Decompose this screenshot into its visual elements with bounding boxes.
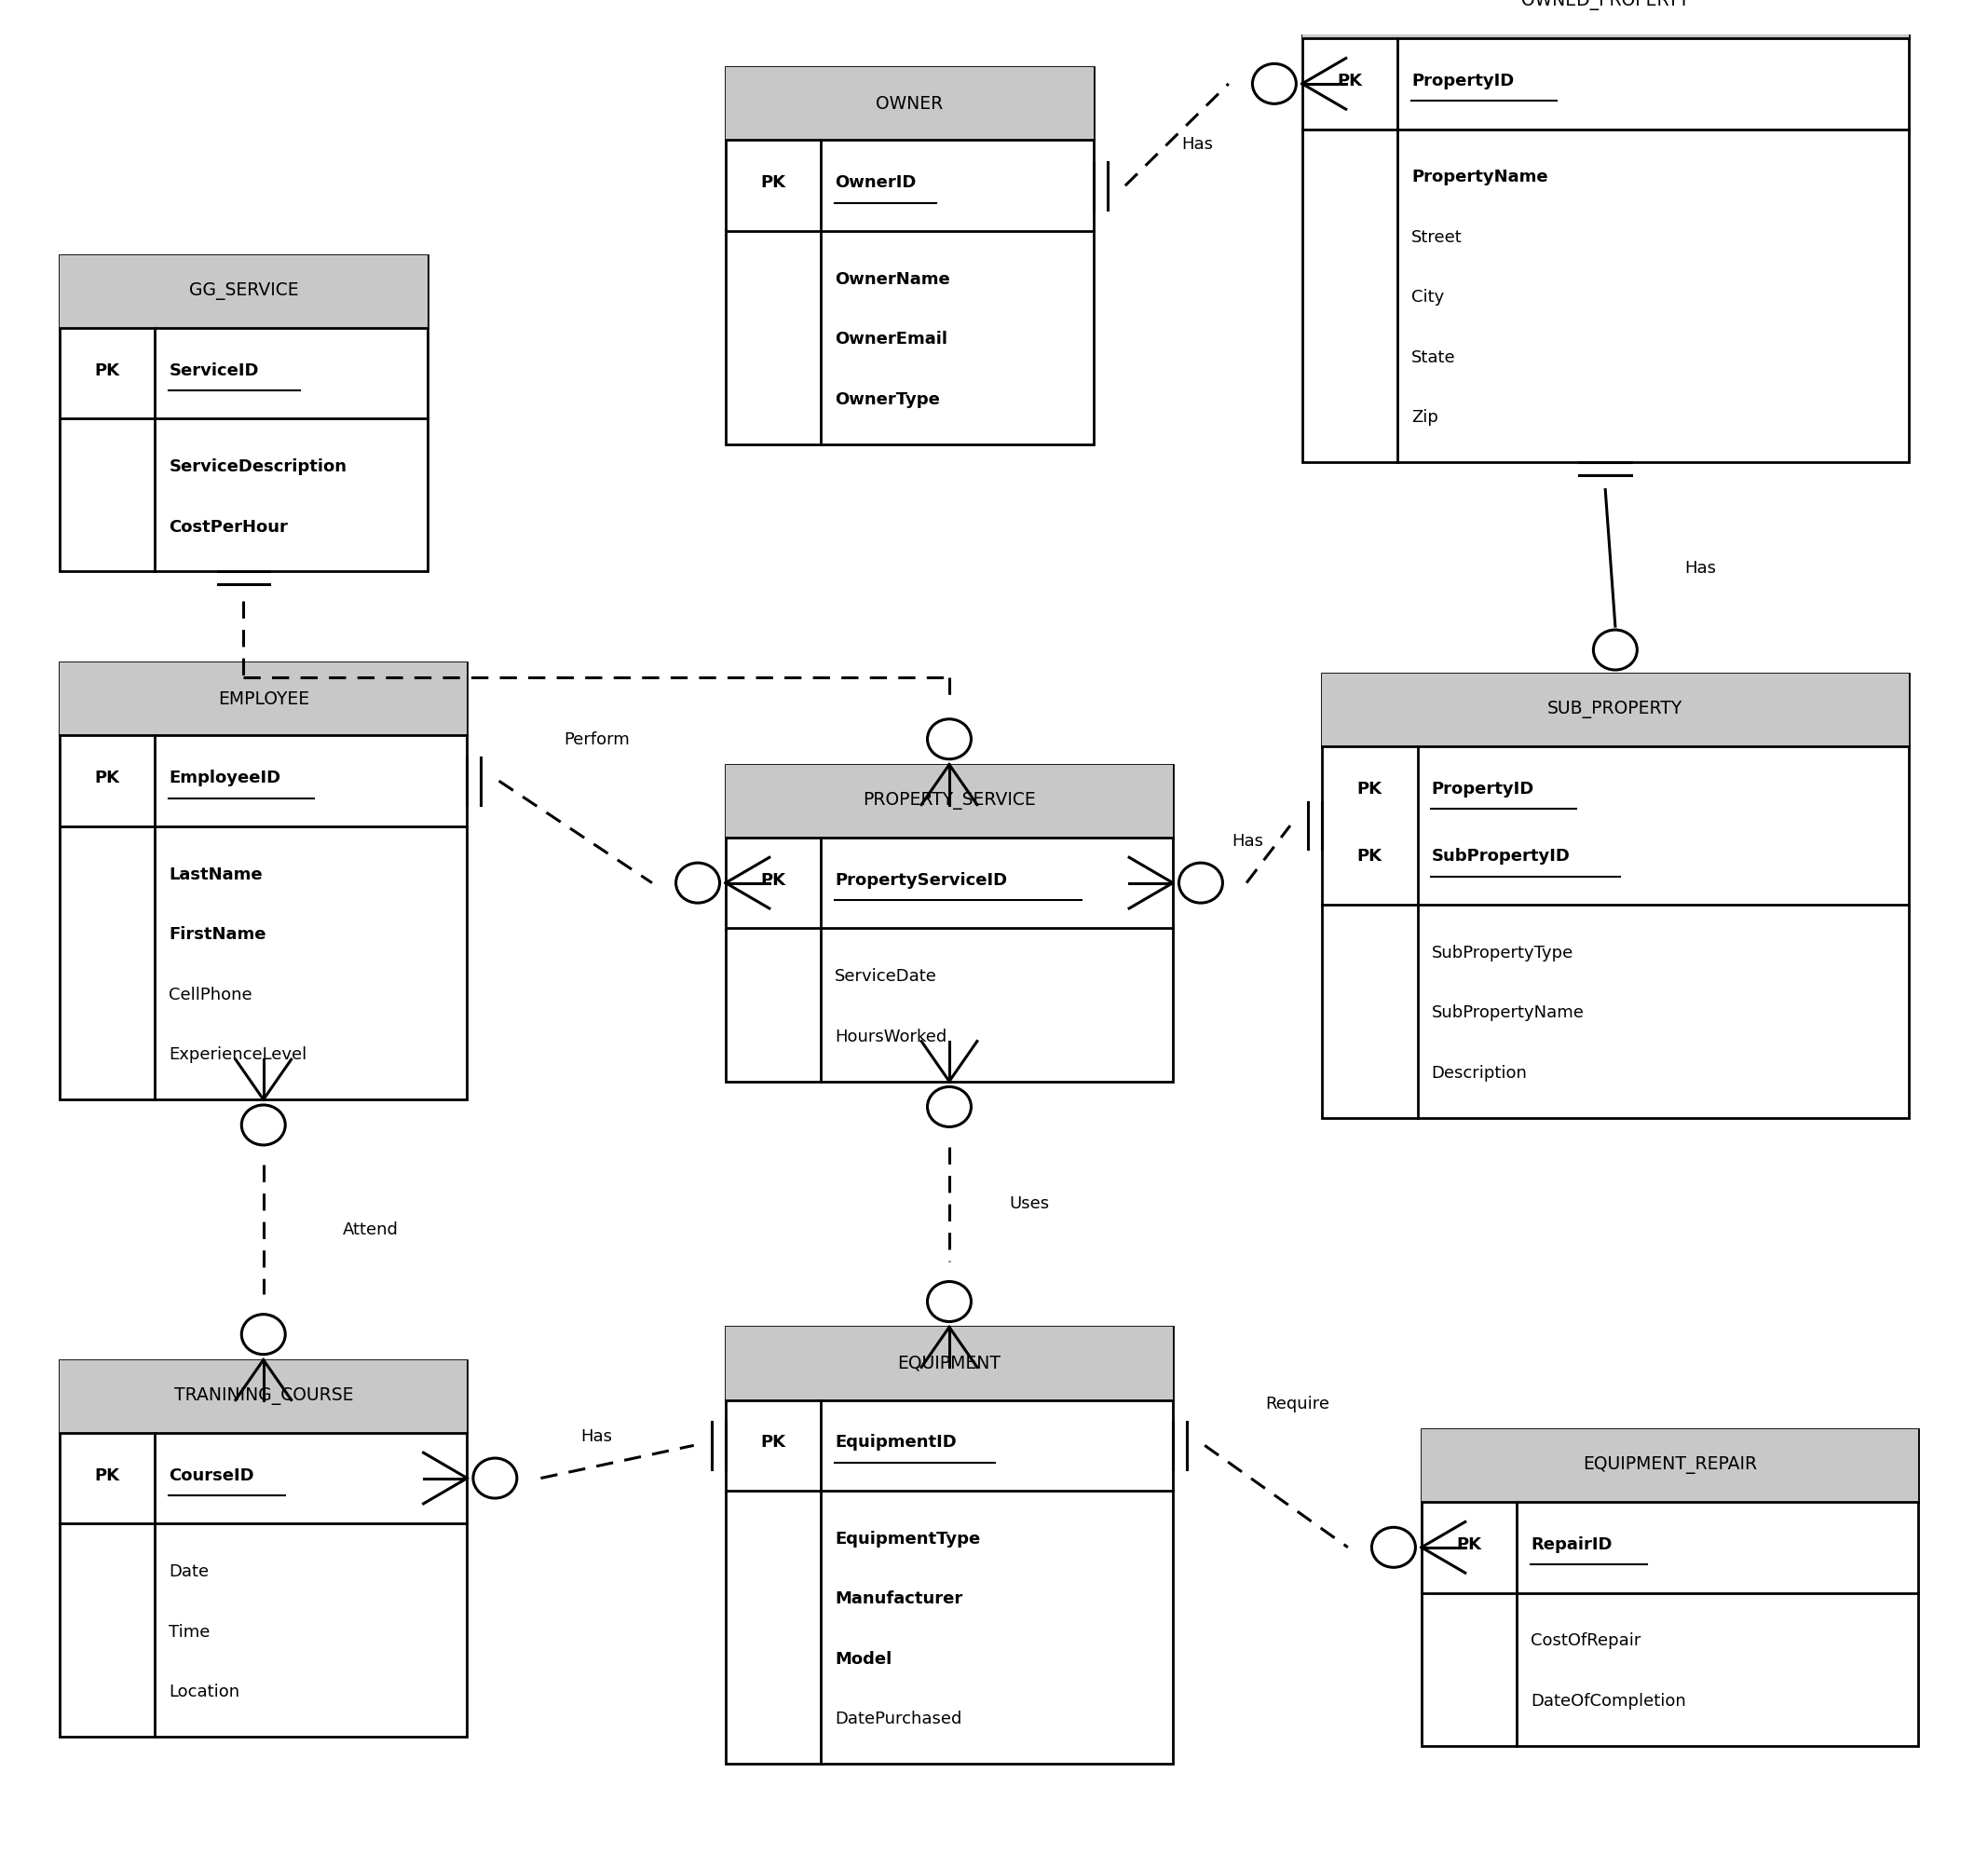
Text: ExperienceLevel: ExperienceLevel xyxy=(169,1046,306,1063)
Bar xyxy=(726,764,1173,1081)
Text: CostOfRepair: CostOfRepair xyxy=(1531,1632,1640,1649)
Circle shape xyxy=(1179,863,1223,903)
Bar xyxy=(60,1360,467,1736)
Text: PK: PK xyxy=(761,174,785,191)
Circle shape xyxy=(241,1106,284,1145)
Text: CourseID: CourseID xyxy=(169,1467,254,1484)
Circle shape xyxy=(926,1282,970,1321)
Bar xyxy=(1322,673,1908,1119)
Bar xyxy=(60,254,427,571)
Text: OwnerEmail: OwnerEmail xyxy=(835,330,948,349)
Text: OwnerName: OwnerName xyxy=(835,271,950,288)
Text: PK: PK xyxy=(95,770,119,787)
Bar xyxy=(1302,0,1908,39)
Text: ServiceDescription: ServiceDescription xyxy=(169,458,348,475)
Text: HoursWorked: HoursWorked xyxy=(835,1028,946,1044)
Text: SubPropertyName: SubPropertyName xyxy=(1431,1005,1584,1022)
Text: Has: Has xyxy=(1183,135,1213,152)
Text: DateOfCompletion: DateOfCompletion xyxy=(1531,1694,1686,1710)
Text: EquipmentID: EquipmentID xyxy=(835,1434,956,1451)
Bar xyxy=(60,662,467,1100)
Text: SUB_PROPERTY: SUB_PROPERTY xyxy=(1547,701,1684,718)
Text: Manufacturer: Manufacturer xyxy=(835,1592,962,1608)
Bar xyxy=(726,1326,1173,1401)
Text: State: State xyxy=(1411,349,1455,365)
Bar xyxy=(726,1326,1173,1764)
Text: SubPropertyType: SubPropertyType xyxy=(1431,944,1573,961)
Text: SubPropertyID: SubPropertyID xyxy=(1431,848,1571,864)
Text: Model: Model xyxy=(835,1651,893,1668)
Text: PK: PK xyxy=(1338,72,1362,89)
Circle shape xyxy=(1252,63,1296,104)
Text: PK: PK xyxy=(1457,1536,1481,1553)
Text: PK: PK xyxy=(95,362,119,378)
Text: Has: Has xyxy=(580,1428,612,1445)
Circle shape xyxy=(1592,631,1636,670)
Text: DatePurchased: DatePurchased xyxy=(835,1710,962,1727)
Text: Attend: Attend xyxy=(342,1221,400,1237)
Text: EMPLOYEE: EMPLOYEE xyxy=(219,690,308,709)
Text: PK: PK xyxy=(95,1467,119,1484)
Text: Time: Time xyxy=(169,1623,211,1640)
Text: PropertyServiceID: PropertyServiceID xyxy=(835,872,1008,889)
Text: PropertyID: PropertyID xyxy=(1431,781,1535,798)
Text: LastName: LastName xyxy=(169,866,262,883)
Circle shape xyxy=(1372,1527,1415,1567)
Text: Street: Street xyxy=(1411,230,1463,247)
Text: Require: Require xyxy=(1264,1395,1330,1414)
Text: EQUIPMENT_REPAIR: EQUIPMENT_REPAIR xyxy=(1582,1456,1757,1475)
Text: CostPerHour: CostPerHour xyxy=(169,519,288,536)
Bar xyxy=(1322,673,1908,746)
Bar xyxy=(726,67,1093,141)
Circle shape xyxy=(473,1458,517,1499)
Text: Has: Has xyxy=(1684,560,1716,577)
Text: TRANINING_COURSE: TRANINING_COURSE xyxy=(173,1388,354,1404)
Circle shape xyxy=(676,863,720,903)
Text: City: City xyxy=(1411,289,1445,306)
Text: RepairID: RepairID xyxy=(1531,1536,1612,1553)
Bar xyxy=(60,254,427,328)
Text: EquipmentType: EquipmentType xyxy=(835,1530,980,1547)
Bar xyxy=(1302,0,1908,462)
Text: Date: Date xyxy=(169,1564,209,1580)
Text: Zip: Zip xyxy=(1411,410,1439,427)
Text: Perform: Perform xyxy=(563,731,630,748)
Text: OwnerID: OwnerID xyxy=(835,174,916,191)
Text: PK: PK xyxy=(1358,781,1382,798)
Text: OwnerType: OwnerType xyxy=(835,391,940,408)
Text: Location: Location xyxy=(169,1684,241,1701)
Circle shape xyxy=(926,1087,970,1126)
Text: Description: Description xyxy=(1431,1065,1527,1081)
Text: ServiceDate: ServiceDate xyxy=(835,968,936,985)
Text: Uses: Uses xyxy=(1008,1196,1050,1213)
Circle shape xyxy=(241,1315,284,1354)
Text: OWNER: OWNER xyxy=(877,95,942,113)
Bar xyxy=(1421,1428,1918,1503)
Bar xyxy=(1421,1428,1918,1746)
Text: PK: PK xyxy=(761,872,785,889)
Text: FirstName: FirstName xyxy=(169,926,266,942)
Bar xyxy=(726,764,1173,837)
Text: OWNED_PROPERTY: OWNED_PROPERTY xyxy=(1521,0,1690,11)
Text: PropertyID: PropertyID xyxy=(1411,72,1515,89)
Bar xyxy=(60,1360,467,1432)
Text: CellPhone: CellPhone xyxy=(169,987,252,1004)
Text: EQUIPMENT: EQUIPMENT xyxy=(897,1354,1002,1373)
Text: PROPERTY_SERVICE: PROPERTY_SERVICE xyxy=(863,792,1036,811)
Text: Has: Has xyxy=(1233,833,1262,850)
Text: PK: PK xyxy=(1358,848,1382,864)
Text: PK: PK xyxy=(761,1434,785,1451)
Text: PropertyName: PropertyName xyxy=(1411,169,1549,186)
Bar xyxy=(726,67,1093,443)
Text: ServiceID: ServiceID xyxy=(169,362,258,378)
Bar xyxy=(60,662,467,735)
Text: EmployeeID: EmployeeID xyxy=(169,770,280,787)
Text: GG_SERVICE: GG_SERVICE xyxy=(189,282,298,301)
Circle shape xyxy=(926,720,970,759)
